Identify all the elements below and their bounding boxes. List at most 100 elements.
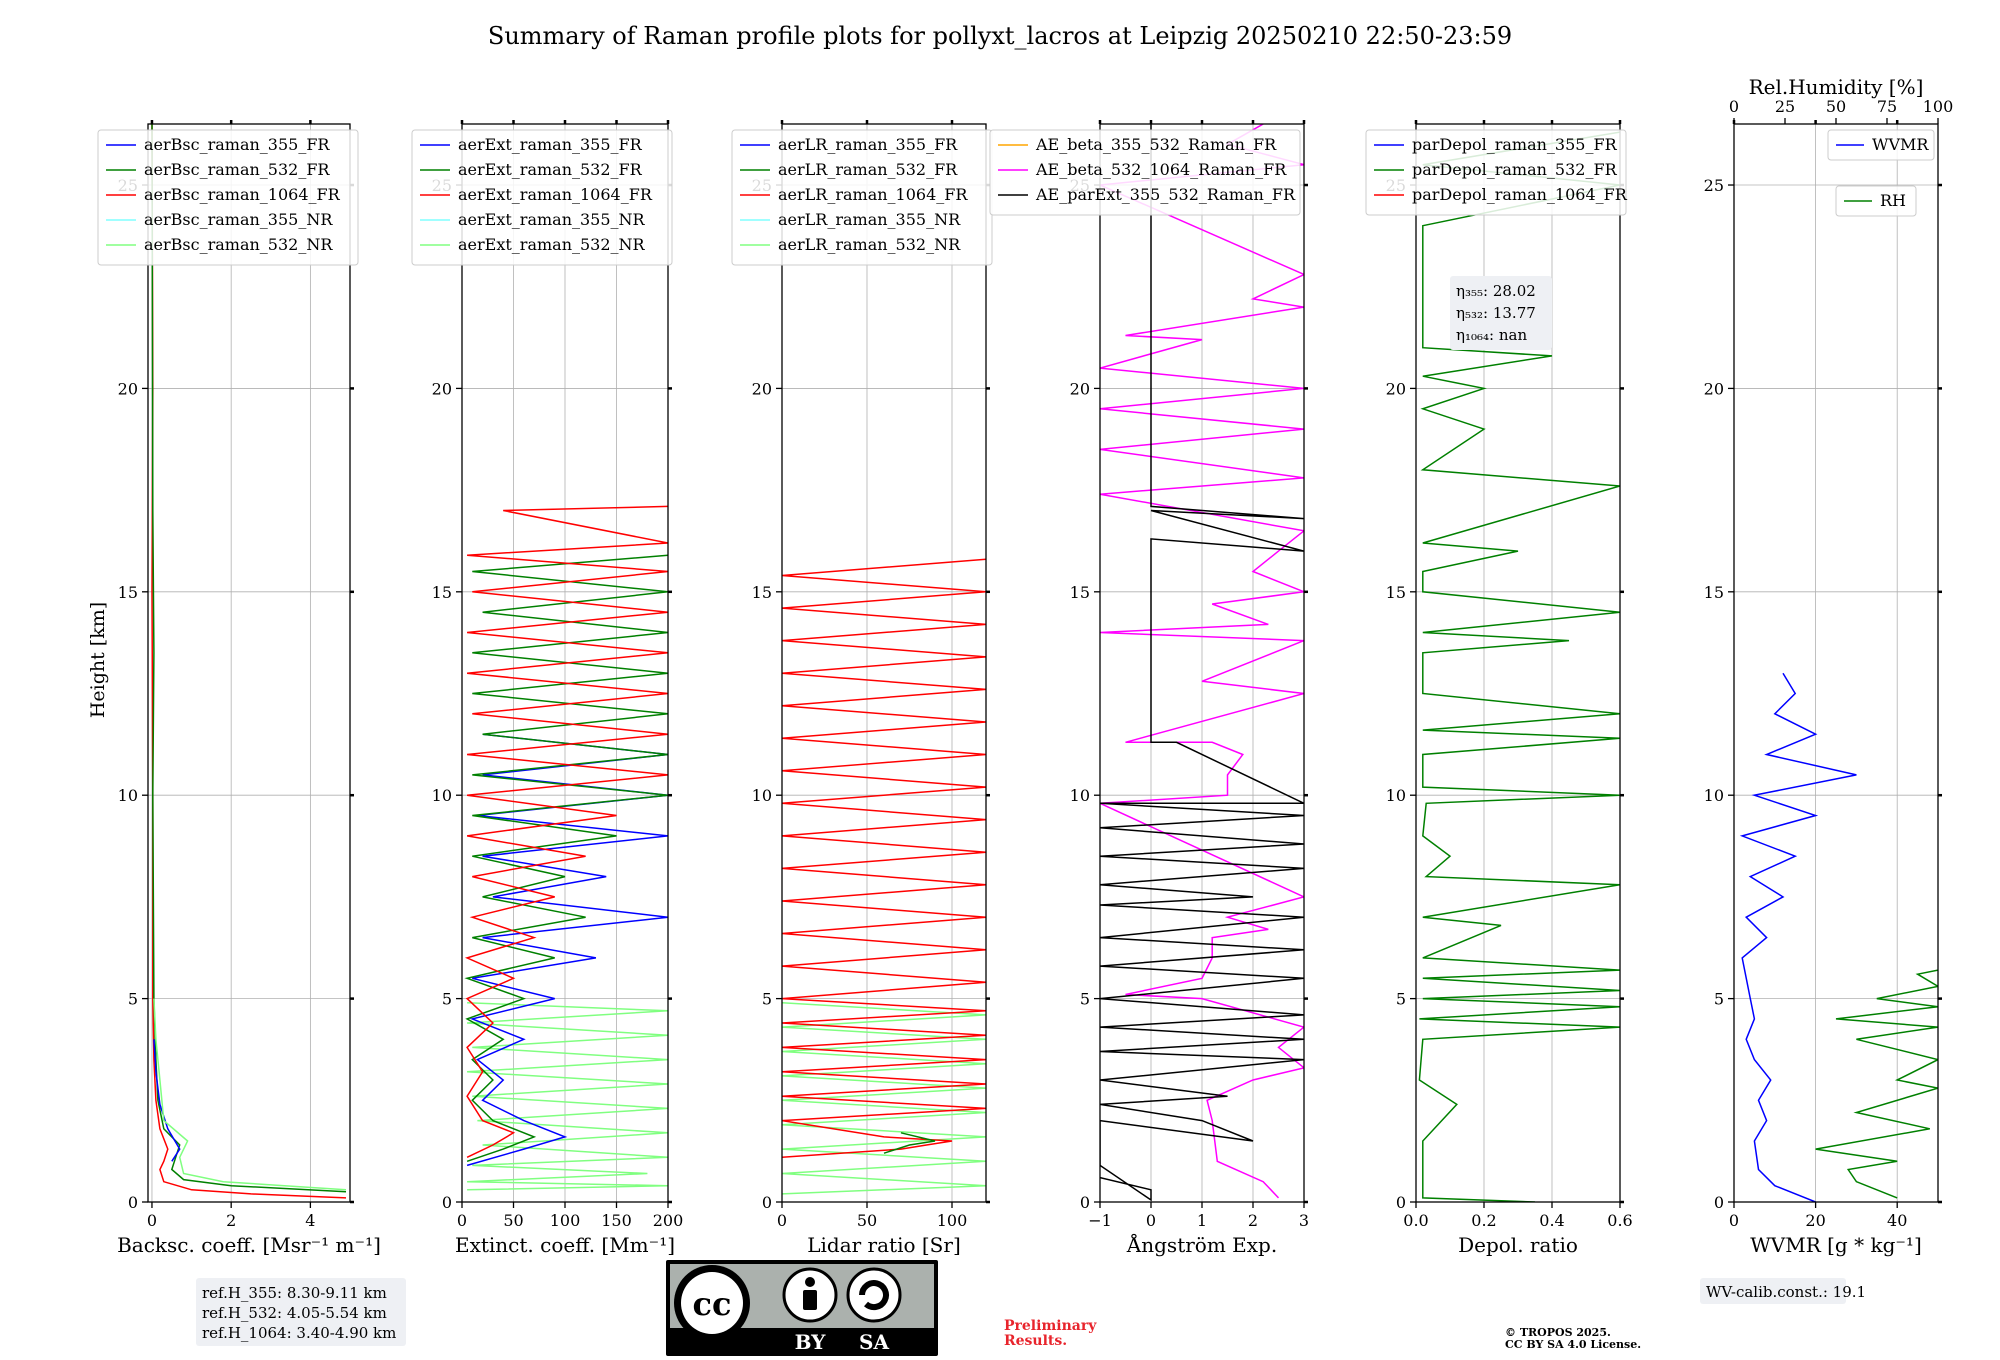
- legend-box-wvmr: [1827, 129, 1935, 161]
- panels: 0510152025024Backsc. coeff. [Msr⁻¹ m⁻¹]a…: [97, 75, 1953, 1304]
- legend-entry-aerBsc_raman_532_NR: aerBsc_raman_532_NR: [144, 235, 333, 254]
- sa-share-alike-icon: [846, 1267, 902, 1323]
- legend-entry-aerLR_raman_355_FR: aerLR_raman_355_FR: [778, 135, 958, 154]
- axes-frame-depol: [1415, 123, 1621, 1203]
- y-axis-label: Height [km]: [87, 602, 109, 718]
- legend-entry-aerBsc_raman_1064_FR: aerBsc_raman_1064_FR: [144, 185, 341, 204]
- xtick-label-wv-2: 40: [1887, 1211, 1907, 1230]
- legend-entry-aerBsc_raman_532_FR: aerBsc_raman_532_FR: [144, 160, 330, 179]
- sa-arrow: [859, 1280, 889, 1311]
- legend-entry-AE_parExt_355_532_Raman_FR: AE_parExt_355_532_Raman_FR: [1035, 185, 1296, 204]
- ytick-label-ext-10: 10: [432, 786, 452, 805]
- ytick-label-lr-5: 5: [762, 990, 772, 1009]
- ytick-label-depol-5: 5: [1396, 990, 1406, 1009]
- legend-entry-aerLR_raman_1064_FR: aerLR_raman_1064_FR: [778, 185, 968, 204]
- legend-entry-AE_beta_355_532_Raman_FR: AE_beta_355_532_Raman_FR: [1035, 135, 1277, 154]
- ref-height-532: ref.H_532: 4.05-5.54 km: [202, 1304, 387, 1322]
- legend-entry-aerBsc_raman_355_FR: aerBsc_raman_355_FR: [144, 135, 330, 154]
- ref-height-355: ref.H_355: 8.30-9.11 km: [202, 1284, 387, 1302]
- cc-icon: [681, 1272, 743, 1334]
- legend-entry-aerExt_raman_355_FR: aerExt_raman_355_FR: [458, 135, 643, 154]
- legend-box-ext: [411, 129, 673, 266]
- xtick-label-bsc-0: 0: [147, 1211, 157, 1230]
- legend-entry-aerExt_raman_532_NR: aerExt_raman_532_NR: [458, 235, 646, 254]
- series-aerExt_raman_532_FR: [464, 554, 668, 1163]
- top-xtick-label-4: 100: [1923, 97, 1954, 116]
- legend-entry-AE_beta_532_1064_Raman_FR: AE_beta_532_1064_Raman_FR: [1035, 160, 1287, 179]
- xtick-label-depol-0: 0.0: [1403, 1211, 1428, 1230]
- series-aerBsc_raman_532_FR: [151, 124, 347, 1193]
- figure-title: Summary of Raman profile plots for polly…: [488, 22, 1512, 50]
- cc-letters: cc: [693, 1285, 732, 1323]
- panel-wv: 0 5 10 15 20 25 0 20 40 WVMR [g * kg⁻¹] 0 25 50 75 100…: [1700, 75, 1953, 1304]
- ytick-label-ae-0: 0: [1080, 1193, 1090, 1212]
- xtick-label-ae-3: 2: [1248, 1211, 1258, 1230]
- copyright-line1: © TROPOS 2025.: [1505, 1326, 1611, 1339]
- ytick-label-wv-5: 5: [1714, 990, 1724, 1009]
- legend-entry-aerLR_raman_355_NR: aerLR_raman_355_NR: [778, 210, 961, 229]
- ytick-label-ext-15: 15: [432, 583, 452, 602]
- ytick-label-ext-20: 20: [432, 379, 452, 398]
- ytick-label-wv-20: 20: [1704, 379, 1724, 398]
- top-xtick-label-2: 50: [1826, 97, 1846, 116]
- legend-lr: aerLR_raman_355_FR aerLR_raman_532_FR aerL…: [731, 129, 993, 266]
- ref-height-1064: ref.H_1064: 3.40-4.90 km: [202, 1324, 396, 1342]
- legend-bsc: aerBsc_raman_355_FR aerBsc_raman_532_FRae…: [97, 129, 359, 266]
- legend-text-wvmr: WVMR: [1872, 135, 1929, 154]
- legend-entry-aerExt_raman_532_FR: aerExt_raman_532_FR: [458, 160, 643, 179]
- xtick-label-ext-0: 0: [457, 1211, 467, 1230]
- ytick-label-bsc-0: 0: [128, 1193, 138, 1212]
- xtick-label-lr-1: 50: [857, 1211, 877, 1230]
- eta-annotation-1: η₅₃₂: 13.77: [1456, 304, 1536, 322]
- x-axis-label-lr: Lidar ratio [Sr]: [807, 1233, 961, 1257]
- x-axis-label-ae: Ångström Exp.: [1126, 1232, 1277, 1257]
- ytick-label-ae-15: 15: [1070, 583, 1090, 602]
- legend-entry-aerLR_raman_532_FR: aerLR_raman_532_FR: [778, 160, 958, 179]
- legend-wv: WVMR RH: [1827, 129, 1935, 217]
- ytick-label-depol-0: 0: [1396, 1193, 1406, 1212]
- x-axis-label-ext: Extinct. coeff. [Mm⁻¹]: [455, 1233, 675, 1257]
- series-group-ae: [1100, 124, 1304, 1202]
- series-aerExt_raman_532_NR: [467, 1001, 668, 1191]
- ytick-label-bsc-5: 5: [128, 990, 138, 1009]
- ytick-label-lr-10: 10: [752, 786, 772, 805]
- series-aerBsc_raman_532_NR: [153, 998, 347, 1191]
- xtick-label-depol-3: 0.6: [1607, 1211, 1632, 1230]
- xtick-label-ae-4: 3: [1299, 1211, 1309, 1230]
- ytick-label-depol-20: 20: [1386, 379, 1406, 398]
- ytick-label-bsc-15: 15: [118, 583, 138, 602]
- legend-entry-aerBsc_raman_355_NR: aerBsc_raman_355_NR: [144, 210, 333, 229]
- ytick-label-ext-0: 0: [442, 1193, 452, 1212]
- legend-ae: AE_beta_355_532_Raman_FR AE_beta_532_1064…: [989, 129, 1301, 216]
- xtick-label-bsc-2: 4: [305, 1211, 315, 1230]
- series-WVMR: [1739, 672, 1857, 1202]
- x-axis-label-bsc: Backsc. coeff. [Msr⁻¹ m⁻¹]: [117, 1233, 381, 1257]
- top-xtick-label-3: 75: [1877, 97, 1897, 116]
- xtick-label-lr-0: 0: [777, 1211, 787, 1230]
- xtick-label-depol-1: 0.2: [1471, 1211, 1496, 1230]
- cc-by-sa-badge: cc BY SA: [666, 1260, 938, 1356]
- series-AE_parExt_355_532_Raman_FR: [1100, 124, 1304, 1202]
- person-body: [803, 1290, 817, 1310]
- series-group-ext: [464, 505, 668, 1191]
- series-aerLR_raman_532_NR: [782, 1001, 986, 1195]
- legend-entry-parDepol_raman_1064_FR: parDepol_raman_1064_FR: [1412, 185, 1628, 204]
- legend-entry-parDepol_raman_532_FR: parDepol_raman_532_FR: [1412, 160, 1618, 179]
- legend-box-rh: [1835, 185, 1917, 217]
- ytick-label-ae-20: 20: [1070, 379, 1090, 398]
- legend-ext: aerExt_raman_355_FR aerExt_raman_532_FRae…: [411, 129, 673, 266]
- ytick-label-bsc-10: 10: [118, 786, 138, 805]
- legend-text-rh: RH: [1880, 191, 1906, 210]
- ytick-label-lr-0: 0: [762, 1193, 772, 1212]
- xtick-label-ae-2: 1: [1197, 1211, 1207, 1230]
- series-aerLR_raman_532_FR: [883, 1132, 936, 1154]
- legend-depol: parDepol_raman_355_FR parDepol_raman_532_…: [1365, 129, 1628, 216]
- by-label: BY: [795, 1330, 827, 1354]
- wv-calib-box: [1700, 1278, 1846, 1304]
- xtick-label-wv-1: 20: [1805, 1211, 1825, 1230]
- series-group-bsc: [151, 124, 347, 1199]
- ref-heights-box: ref.H_355: 8.30-9.11 km ref.H_532: 4.05-…: [196, 1278, 406, 1346]
- ytick-label-ae-5: 5: [1080, 990, 1090, 1009]
